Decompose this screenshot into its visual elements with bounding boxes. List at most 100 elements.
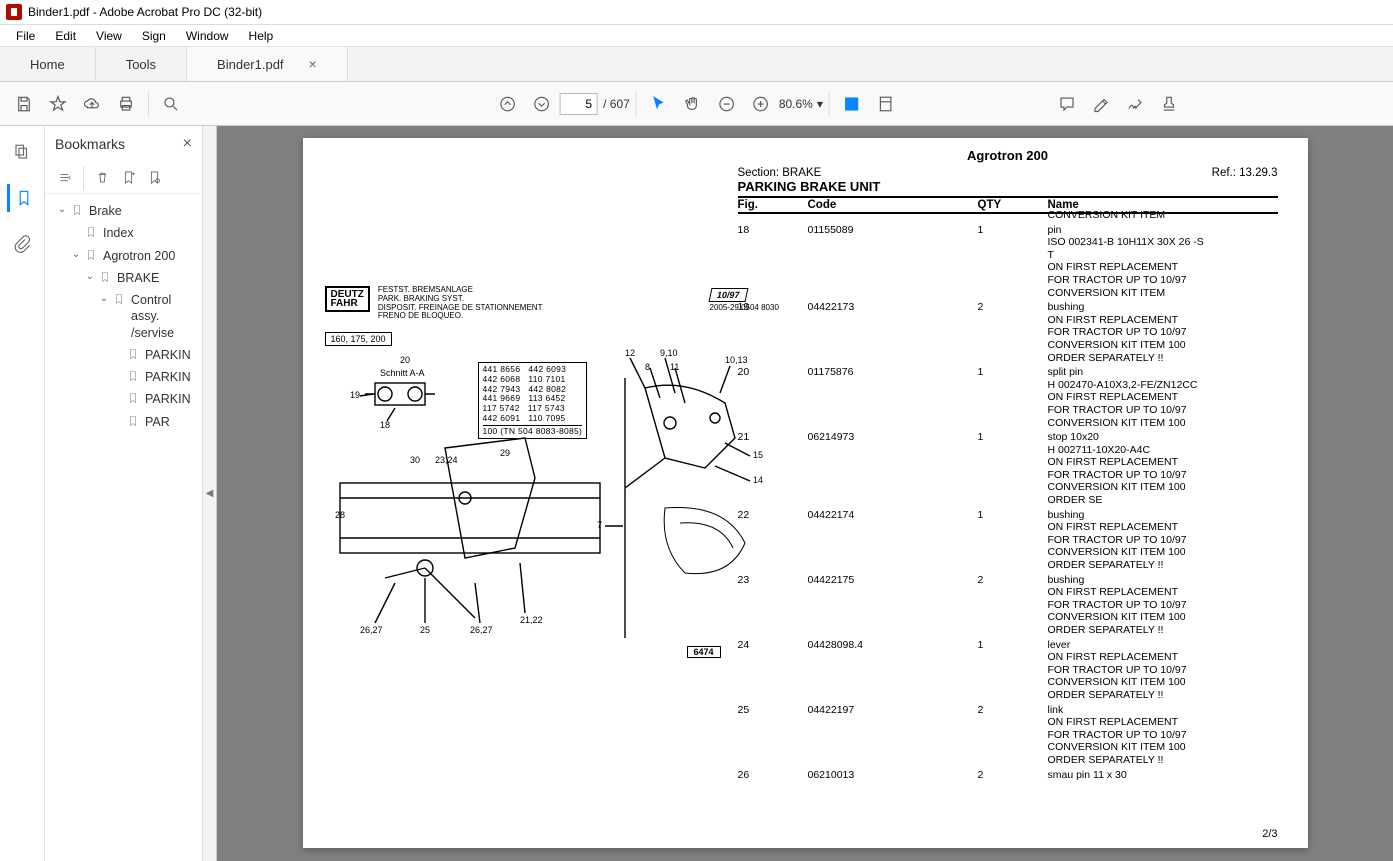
table-row: 18011550891pin ISO 002341-B 10H11X 30X 2… xyxy=(738,223,1278,301)
stamp-button[interactable] xyxy=(1153,88,1185,120)
cell-code: 04422175 xyxy=(808,574,978,587)
bookmarks-panel: Bookmarks × ⌄ Brake Index⌄Agrotron 200⌄BRA… xyxy=(45,126,203,861)
app-icon xyxy=(6,4,22,20)
find-bookmark-button[interactable] xyxy=(142,166,166,190)
bookmark-item[interactable]: ⌄Control assy. /servise xyxy=(47,289,200,344)
comment-button[interactable] xyxy=(1051,88,1083,120)
zoom-out-button[interactable] xyxy=(711,88,743,120)
cell-name: smau pin 11 x 30 xyxy=(1048,769,1278,782)
cell-qty: 1 xyxy=(978,224,1048,237)
bookmarks-close-icon[interactable]: × xyxy=(183,135,192,153)
bookmark-item[interactable]: ⌄ Brake xyxy=(47,200,200,222)
panel-collapse-handle[interactable]: ◀ xyxy=(203,126,217,861)
page-up-button[interactable] xyxy=(491,88,523,120)
page-header-block: Agrotron 200 Section: BRAKE Ref.: 13.29.… xyxy=(738,148,1278,214)
toolbar: / 607 80.6% ▾ xyxy=(0,82,1393,126)
ref-label: Ref.: 13.29.3 xyxy=(1212,167,1278,179)
cell-name: split pin H 002470-A10X3,2-FE/ZN12CC ON … xyxy=(1048,366,1278,429)
svg-text:18: 18 xyxy=(380,420,390,430)
table-row: 2404428098.41lever ON FIRST REPLACEMENT … xyxy=(738,638,1278,703)
new-bookmark-button[interactable] xyxy=(116,166,140,190)
toolbar-separator xyxy=(636,92,637,116)
titlebar: Binder1.pdf - Adobe Acrobat Pro DC (32-b… xyxy=(0,0,1393,25)
print-button[interactable] xyxy=(110,88,142,120)
diagram-header: DEUTZ FAHR FESTST. BREMSANLAGE PARK. BRA… xyxy=(325,286,543,321)
cloud-button[interactable] xyxy=(76,88,108,120)
bookmark-item[interactable]: PARKIN xyxy=(47,366,200,388)
hand-button[interactable] xyxy=(677,88,709,120)
cell-fig: 25 xyxy=(738,704,808,717)
attachments-rail-button[interactable] xyxy=(8,230,36,258)
svg-text:10,13: 10,13 xyxy=(725,355,748,365)
menu-help[interactable]: Help xyxy=(239,27,284,45)
cell-code: 04422173 xyxy=(808,301,978,314)
tab-document[interactable]: Binder1.pdf × xyxy=(187,47,348,81)
bookmarks-rail-button[interactable] xyxy=(7,184,35,212)
bookmark-item[interactable]: PARKIN xyxy=(47,388,200,410)
menu-sign[interactable]: Sign xyxy=(132,27,176,45)
thumbnails-rail-button[interactable] xyxy=(8,138,36,166)
cell-fig: 26 xyxy=(738,769,808,782)
cell-qty: 2 xyxy=(978,301,1048,314)
cell-name: bushing ON FIRST REPLACEMENT FOR TRACTOR… xyxy=(1048,574,1278,637)
tab-close-icon[interactable]: × xyxy=(309,56,317,72)
sign-button[interactable] xyxy=(1119,88,1151,120)
bookmark-toggle-icon[interactable]: ⌄ xyxy=(69,248,83,261)
search-button[interactable] xyxy=(155,88,187,120)
bookmark-item[interactable]: PARKIN xyxy=(47,344,200,366)
logo-line2: FAHR xyxy=(331,299,364,308)
menu-window[interactable]: Window xyxy=(176,27,239,45)
menu-edit[interactable]: Edit xyxy=(45,27,86,45)
menu-view[interactable]: View xyxy=(86,27,132,45)
cell-code: 04422197 xyxy=(808,704,978,717)
svg-text:8: 8 xyxy=(645,362,650,372)
bookmark-item[interactable]: PAR xyxy=(47,411,200,433)
menu-file[interactable]: File xyxy=(6,27,45,45)
page-number-input[interactable] xyxy=(559,93,597,115)
bookmark-item[interactable]: ⌄Agrotron 200 xyxy=(47,245,200,267)
bookmark-item[interactable]: ⌄BRAKE xyxy=(47,267,200,289)
svg-text:Schnitt A-A: Schnitt A-A xyxy=(380,368,425,378)
cell-name: bushing ON FIRST REPLACEMENT FOR TRACTOR… xyxy=(1048,301,1278,364)
svg-text:12: 12 xyxy=(625,348,635,358)
bookmark-toggle-icon[interactable]: ⌄ xyxy=(55,203,69,216)
fit-width-button[interactable] xyxy=(836,88,868,120)
bookmark-toggle-icon[interactable]: ⌄ xyxy=(97,292,111,305)
svg-text:7: 7 xyxy=(597,520,602,530)
bookmark-label: Brake xyxy=(89,203,198,219)
bookmarks-options-button[interactable] xyxy=(53,166,77,190)
delete-bookmark-button[interactable] xyxy=(90,166,114,190)
cell-name: link ON FIRST REPLACEMENT FOR TRACTOR UP… xyxy=(1048,704,1278,767)
highlight-button[interactable] xyxy=(1085,88,1117,120)
main-area: Bookmarks × ⌄BrakeIndex⌄Agrotron 200⌄BRA… xyxy=(0,126,1393,861)
star-button[interactable] xyxy=(42,88,74,120)
svg-text:28: 28 xyxy=(335,510,345,520)
zoom-in-button[interactable] xyxy=(745,88,777,120)
zoom-select[interactable]: 80.6% ▾ xyxy=(779,97,823,111)
dropdown-icon: ▾ xyxy=(817,97,823,111)
bookmarks-tree[interactable]: ⌄ Brake Index⌄Agrotron 200⌄BRAKE⌄Control a… xyxy=(45,194,202,861)
bookmarks-header: Bookmarks × xyxy=(45,126,202,162)
tabs-row: Home Tools Binder1.pdf × xyxy=(0,47,1393,82)
table-row: 19044221732bushing ON FIRST REPLACEMENT … xyxy=(738,300,1278,365)
page-total-label: / 607 xyxy=(603,97,630,111)
cell-code: 06210013 xyxy=(808,769,978,782)
document-viewport[interactable]: Agrotron 200 Section: BRAKE Ref.: 13.29.… xyxy=(217,126,1393,861)
svg-text:21,22: 21,22 xyxy=(520,615,543,625)
table-row: 26062100132smau pin 11 x 30 xyxy=(738,768,1278,783)
svg-text:20: 20 xyxy=(400,355,410,365)
tab-home[interactable]: Home xyxy=(0,47,96,81)
cell-fig: 18 xyxy=(738,224,808,237)
pointer-button[interactable] xyxy=(643,88,675,120)
fit-page-button[interactable] xyxy=(870,88,902,120)
save-button[interactable] xyxy=(8,88,40,120)
table-row: 25044221972link ON FIRST REPLACEMENT FOR… xyxy=(738,703,1278,768)
bookmark-page-icon xyxy=(111,292,127,306)
pdf-page: Agrotron 200 Section: BRAKE Ref.: 13.29.… xyxy=(303,138,1308,848)
bookmark-item[interactable]: Index xyxy=(47,222,200,244)
bookmark-toggle-icon[interactable]: ⌄ xyxy=(83,270,97,283)
model-label: Agrotron 200 xyxy=(738,148,1278,163)
tab-document-label: Binder1.pdf xyxy=(217,57,284,72)
page-down-button[interactable] xyxy=(525,88,557,120)
tab-tools[interactable]: Tools xyxy=(96,47,187,81)
